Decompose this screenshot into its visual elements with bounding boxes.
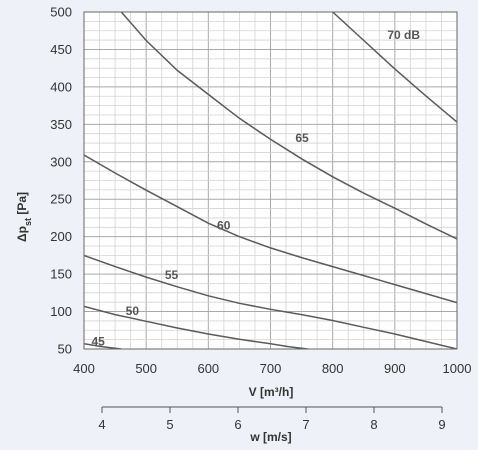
w-tick-label: 7 xyxy=(302,417,309,432)
y-tick-label: 500 xyxy=(50,5,72,20)
series-line-45 xyxy=(84,343,122,349)
curve-label: 55 xyxy=(165,268,179,282)
series-line-65 xyxy=(120,12,457,240)
x-tick-label: 900 xyxy=(384,361,406,376)
w-tick-label: 9 xyxy=(438,417,445,432)
x-tick-label: 700 xyxy=(260,361,282,376)
w-tick-label: 6 xyxy=(234,417,241,432)
y-tick-label: 450 xyxy=(50,42,72,57)
w-tick-label: 8 xyxy=(370,417,377,432)
x-tick-label: 400 xyxy=(73,361,95,376)
x-tick-label: 600 xyxy=(197,361,219,376)
y-tick-label: 300 xyxy=(50,154,72,169)
series-line-55 xyxy=(84,254,457,349)
y-tick-label: 200 xyxy=(50,229,72,244)
curve-label: 45 xyxy=(91,335,105,349)
series-line-70-db xyxy=(332,12,457,123)
plot-frame xyxy=(83,11,458,350)
y-tick-label: 250 xyxy=(50,192,72,207)
x-tick-label: 1000 xyxy=(443,361,472,376)
w-tick-label: 5 xyxy=(166,417,173,432)
y-tick-label: 100 xyxy=(50,304,72,319)
y-tick-label: 150 xyxy=(50,267,72,282)
w-tick-label: 4 xyxy=(98,417,105,432)
y-tick-label: 400 xyxy=(50,79,72,94)
curve-label: 60 xyxy=(217,218,231,232)
curve-label: 50 xyxy=(126,304,140,318)
curve-label: 65 xyxy=(295,131,309,145)
x-tick-label: 500 xyxy=(135,361,157,376)
w-axis-title: w [m/s] xyxy=(249,430,291,444)
y-tick-label: 50 xyxy=(58,342,72,357)
series-line-60 xyxy=(84,154,457,304)
x-axis-title: V [m³/h] xyxy=(249,385,294,399)
curve-label: 70 dB xyxy=(387,28,420,42)
series-line-50 xyxy=(84,305,308,349)
y-axis-title: Δpst [Pa] xyxy=(15,192,33,242)
y-tick-label: 350 xyxy=(50,117,72,132)
x-tick-label: 800 xyxy=(322,361,344,376)
